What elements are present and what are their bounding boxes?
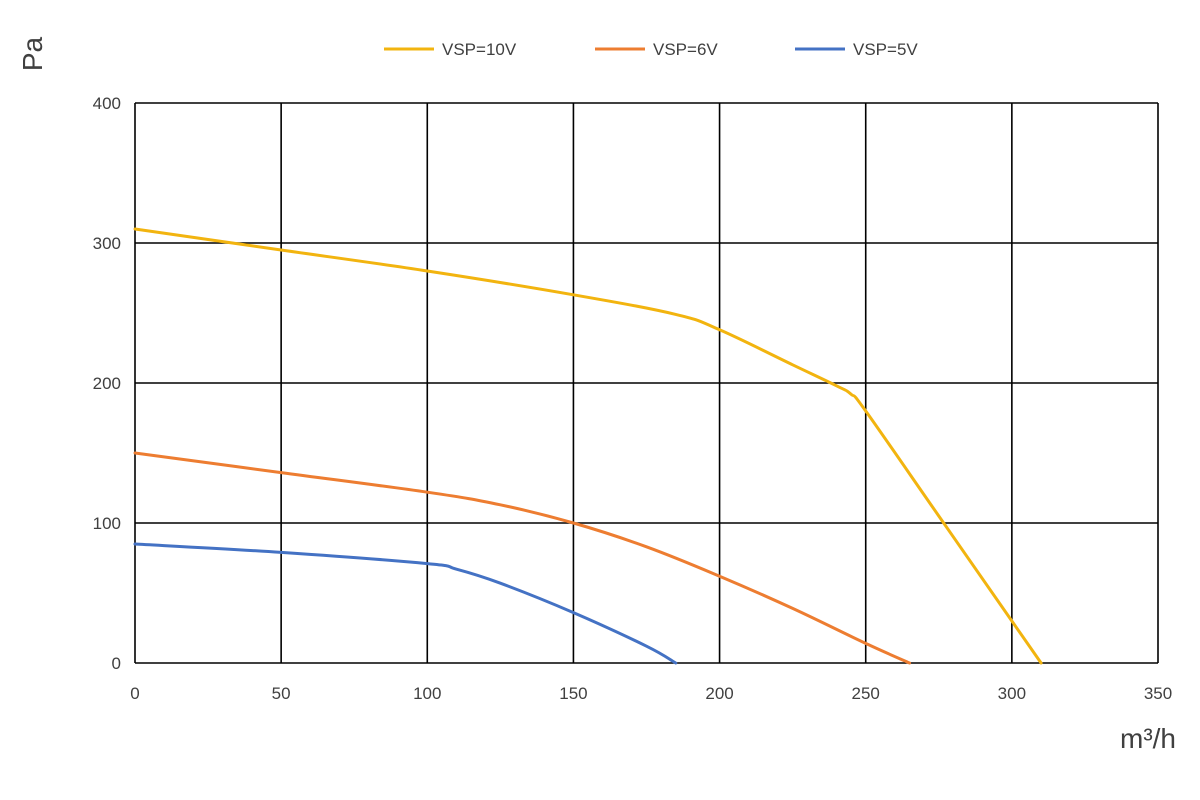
x-tick-label: 150	[559, 684, 587, 703]
legend-label: VSP=6V	[653, 40, 718, 59]
y-tick-label: 100	[93, 514, 121, 533]
x-tick-label: 350	[1144, 684, 1172, 703]
x-tick-label: 200	[705, 684, 733, 703]
x-axis-ticks: 0 50 100 150 200 250 300 350	[130, 684, 1172, 703]
x-tick-label: 300	[998, 684, 1026, 703]
series-line-vsp-6v	[133, 451, 912, 665]
legend: VSP=10V VSP=6V VSP=5V	[384, 40, 918, 59]
series-line-vsp-10v	[133, 227, 1043, 665]
x-tick-label: 0	[130, 684, 139, 703]
y-tick-label: 0	[112, 654, 121, 673]
y-axis-label: Pa	[17, 36, 48, 71]
x-tick-label: 250	[852, 684, 880, 703]
legend-label: VSP=5V	[853, 40, 918, 59]
legend-label: VSP=10V	[442, 40, 517, 59]
y-tick-label: 400	[93, 94, 121, 113]
y-tick-label: 200	[93, 374, 121, 393]
series-line-vsp-5v	[133, 542, 678, 665]
grid	[134, 102, 1159, 664]
y-axis-ticks: 0 100 200 300 400	[93, 94, 121, 673]
x-tick-label: 100	[413, 684, 441, 703]
series-curves	[133, 227, 1043, 665]
x-axis-label: m³/h	[1120, 723, 1176, 754]
y-tick-label: 300	[93, 234, 121, 253]
x-tick-label: 50	[272, 684, 291, 703]
